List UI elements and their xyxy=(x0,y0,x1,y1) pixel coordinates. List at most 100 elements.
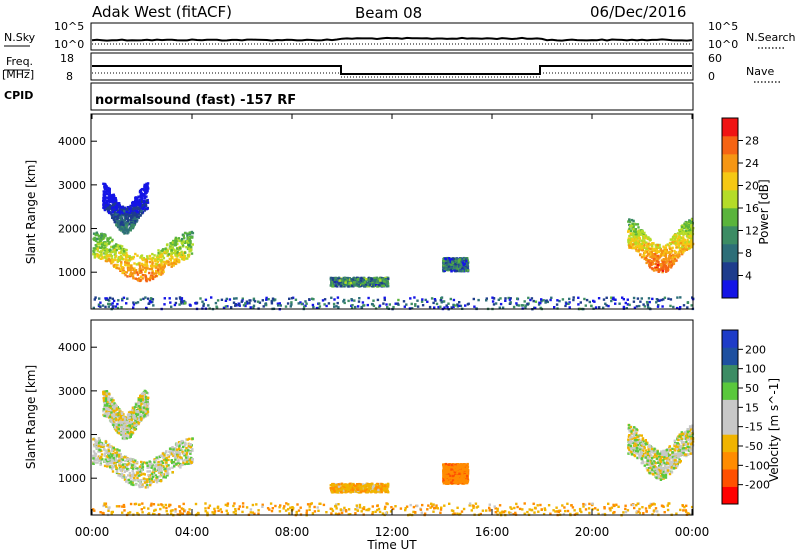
velocity-cell-1179 xyxy=(103,402,107,405)
power-cell-2619 xyxy=(660,266,663,269)
power-cell-3523 xyxy=(363,304,366,307)
power-cell-347 xyxy=(118,245,122,248)
power-cell-559 xyxy=(110,245,113,249)
velocity-cell-614 xyxy=(92,457,95,460)
power-cell-3002 xyxy=(640,230,644,233)
velocity-cell-695 xyxy=(183,458,187,462)
power-cell-268 xyxy=(132,255,135,259)
velocity-cell-659 xyxy=(129,480,133,483)
power-cell-3553 xyxy=(515,302,518,305)
velocity-cell-535 xyxy=(106,444,110,447)
power-cell-3082 xyxy=(317,306,320,310)
velocity-cell-683 xyxy=(95,458,98,461)
power-cell-1237 xyxy=(134,209,137,213)
power-cell-2626 xyxy=(639,248,642,251)
power-cell-251 xyxy=(177,248,180,251)
power-cell-3165 xyxy=(312,305,315,309)
power-cell-1799 xyxy=(346,280,349,284)
nsearch-label: N.Search xyxy=(746,31,796,44)
power-cell-380 xyxy=(138,279,141,282)
velocity-cell-498 xyxy=(176,451,179,454)
power-cell-658 xyxy=(102,233,106,236)
velocity-cell-1331 xyxy=(128,424,131,427)
power-cell-2949 xyxy=(659,268,662,271)
velocity-cell-424 xyxy=(173,453,176,456)
power-cell-3288 xyxy=(434,299,437,302)
velocity-cell-945 xyxy=(137,397,141,400)
power-cell-501 xyxy=(112,264,115,267)
power-cell-44 xyxy=(97,245,100,249)
power-cell-2978 xyxy=(629,242,632,246)
power-cell-848 xyxy=(136,213,140,216)
power-cell-3464 xyxy=(308,298,311,301)
velocity-cell-849 xyxy=(102,410,105,413)
velocity-cell-166 xyxy=(191,449,194,452)
power-cell-619 xyxy=(130,258,133,261)
velocity-cell-172 xyxy=(92,462,95,465)
power-cell-2875 xyxy=(678,236,681,239)
power-cell-71 xyxy=(136,254,139,257)
power-cell-3461 xyxy=(372,304,376,308)
velocity-cell-1305 xyxy=(123,417,126,420)
velocity-cell-414 xyxy=(140,479,143,482)
power-cell-1376 xyxy=(113,199,116,203)
power-cell-3085 xyxy=(114,305,117,308)
power-cell-1181 xyxy=(145,182,148,186)
velocity-cell-390 xyxy=(144,486,147,489)
power-cell-3497 xyxy=(512,305,516,309)
power-cell-420 xyxy=(185,246,188,249)
power-cell-3032 xyxy=(627,229,630,233)
power-cell-970 xyxy=(114,204,118,207)
velocity-cell-1322 xyxy=(146,408,149,411)
power-cell-542 xyxy=(98,246,102,249)
power-cell-3048 xyxy=(630,224,634,227)
power-cell-2570 xyxy=(645,261,648,265)
power-cell-3510 xyxy=(104,297,107,300)
power-cell-3101 xyxy=(347,299,350,303)
power-cell-735 xyxy=(118,208,122,211)
power-cell-462 xyxy=(92,249,95,253)
velocity-cell-599 xyxy=(163,468,166,471)
power-cell-3031 xyxy=(680,228,683,231)
power-cell-3058 xyxy=(679,232,682,235)
velocity-cell-442 xyxy=(99,445,103,449)
power-cell-3419 xyxy=(258,301,262,304)
power-cell-3215 xyxy=(686,306,689,309)
power-cell-615 xyxy=(138,271,142,274)
velocity-cell-1347 xyxy=(121,418,124,421)
power-cell-2851 xyxy=(661,269,665,272)
nsky-panel: N.Sky 10^5 10^0 10^5 10^0 N.Search xyxy=(4,20,796,51)
power-cell-1046 xyxy=(141,204,144,208)
velocity-cell-200 xyxy=(149,483,152,487)
power-cell-582 xyxy=(114,246,117,249)
power-cell-576 xyxy=(118,251,121,254)
power-cell-502 xyxy=(156,260,160,264)
power-cell-1180 xyxy=(144,188,147,191)
velocity-cell-495 xyxy=(103,452,107,455)
power-cell-107 xyxy=(176,237,179,241)
velocity-cell-1229 xyxy=(137,404,141,408)
power-cell-2706 xyxy=(627,220,630,223)
power-cell-3349 xyxy=(327,302,331,305)
velocity-cell-443 xyxy=(187,444,191,448)
power-cell-152 xyxy=(119,255,123,258)
power-cell-1333 xyxy=(109,200,113,203)
power-cell-1377 xyxy=(143,200,146,203)
power-cell-1344 xyxy=(137,202,141,206)
velocity-cell-228 xyxy=(131,465,134,469)
power-cell-1807 xyxy=(362,282,365,285)
power-cell-2560 xyxy=(662,245,665,248)
power-cell-2888 xyxy=(655,266,658,270)
power-cell-973 xyxy=(130,214,133,217)
power-cell-258 xyxy=(148,278,152,282)
velocity-cell-587 xyxy=(103,460,107,463)
power-cell-3518 xyxy=(669,298,673,301)
power-cell-3519 xyxy=(636,297,640,300)
power-cell-155 xyxy=(134,252,137,256)
power-cell-3125 xyxy=(442,300,446,303)
power-cell-295 xyxy=(179,255,182,259)
power-cell-131 xyxy=(145,279,148,283)
power-cell-522 xyxy=(117,257,120,260)
velocity-cell-1185 xyxy=(123,427,127,430)
power-cell-2375 xyxy=(442,266,446,269)
